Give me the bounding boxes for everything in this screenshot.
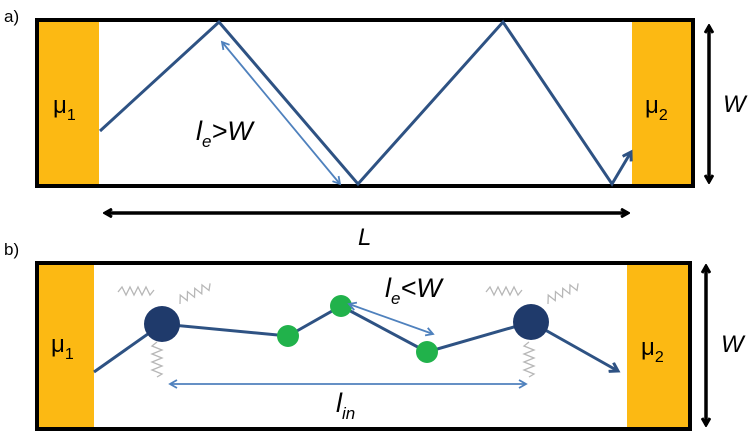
right-reservoir-a bbox=[632, 22, 691, 184]
inelastic-length-label: lin bbox=[336, 388, 355, 423]
panel-b: b) μ1 μ2 le<W lin W bbox=[4, 240, 746, 431]
spring-right-upper-left bbox=[485, 285, 523, 297]
right-reservoir-b-label: μ2 bbox=[641, 334, 664, 366]
large-scatterer-left bbox=[144, 306, 180, 342]
impurity-2 bbox=[330, 295, 352, 317]
width-b-label: W bbox=[721, 331, 746, 358]
phonon-springs bbox=[117, 283, 579, 378]
panel-b-label: b) bbox=[4, 240, 19, 259]
left-reservoir-b-label: μ1 bbox=[51, 331, 74, 363]
panel-a-label: a) bbox=[4, 7, 19, 26]
spring-left-lower bbox=[150, 341, 164, 378]
right-reservoir-a-label: μ2 bbox=[645, 92, 668, 124]
left-reservoir-a bbox=[39, 22, 99, 184]
mean-free-path-b-label: le<W bbox=[385, 273, 444, 308]
panel-a: a) μ1 μ2 le>W W L bbox=[4, 7, 748, 251]
ballistic-trajectory bbox=[98, 19, 631, 187]
width-a-label: W bbox=[723, 91, 748, 118]
right-reservoir-b bbox=[627, 265, 688, 427]
large-scatterer-right bbox=[513, 304, 549, 340]
spring-left-upper-left bbox=[117, 285, 155, 297]
length-label: L bbox=[358, 224, 371, 251]
spring-right-lower bbox=[522, 341, 536, 378]
mean-free-path-arrow-a bbox=[220, 40, 342, 186]
mean-free-path-arrow-b bbox=[347, 301, 435, 337]
impurity-3 bbox=[416, 341, 438, 363]
impurity-1 bbox=[277, 325, 299, 347]
channel-a-outline bbox=[35, 18, 695, 188]
spring-right-upper-right bbox=[547, 283, 579, 305]
spring-left-upper-right bbox=[179, 283, 211, 305]
left-reservoir-a-label: μ1 bbox=[53, 92, 76, 124]
channel-b-outline bbox=[35, 261, 692, 431]
left-reservoir-b bbox=[39, 265, 94, 427]
mean-free-path-a-label: le>W bbox=[196, 116, 255, 151]
